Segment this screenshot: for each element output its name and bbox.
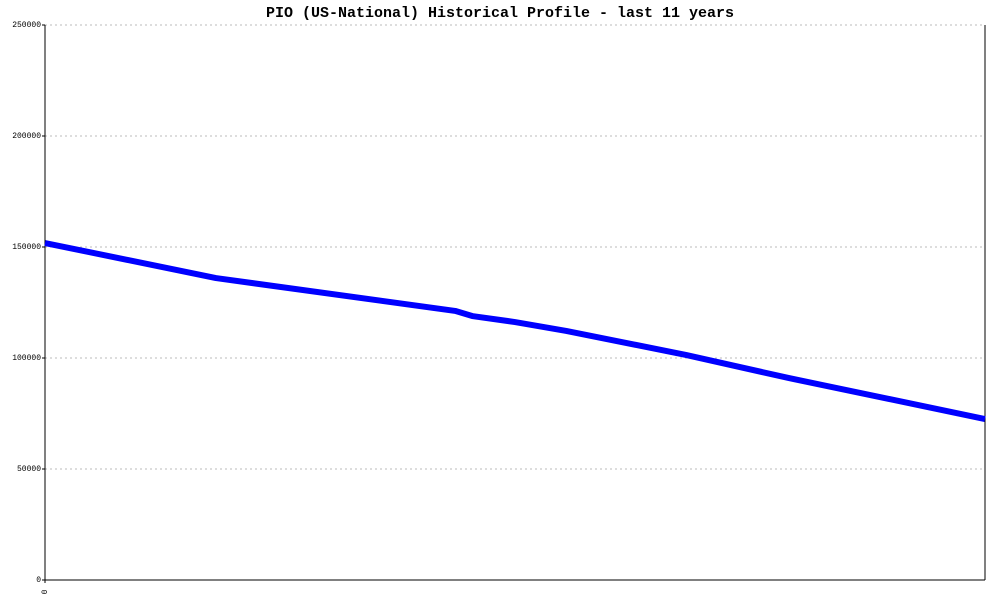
data-line xyxy=(44,240,986,422)
y-tick-label: 0 xyxy=(36,576,41,585)
y-tick-label: 50000 xyxy=(17,465,41,474)
y-tick-label: 150000 xyxy=(12,243,41,252)
y-tick-label: 200000 xyxy=(12,132,41,141)
y-tick-label: 100000 xyxy=(12,354,41,363)
y-tick-label: 250000 xyxy=(12,21,41,30)
x-tick-label: 0 xyxy=(41,589,50,594)
chart-title: PIO (US-National) Historical Profile - l… xyxy=(266,5,734,22)
